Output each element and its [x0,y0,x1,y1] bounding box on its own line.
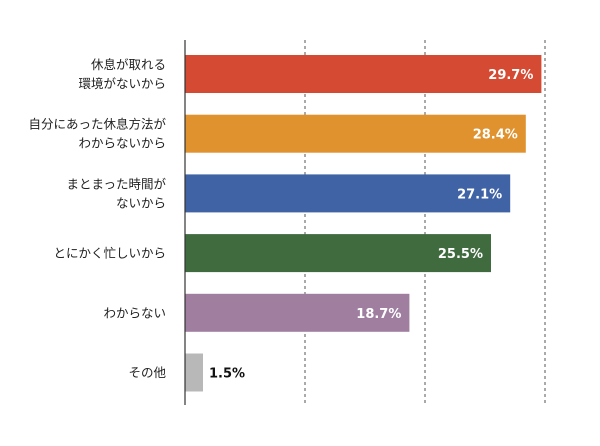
bar-5 [185,353,203,392]
category-label-3: とにかく忙しいから [53,246,166,261]
bar-4 [185,293,410,332]
data-label-2: 27.1% [457,187,502,202]
data-label-5: 1.5% [209,367,245,382]
data-label-3: 25.5% [438,247,483,262]
data-label-4: 18.7% [356,307,401,322]
category-label-1: 自分にあった休息方法が [28,117,166,132]
bar-0 [185,55,542,93]
bar-2 [185,174,511,213]
data-label-1: 28.4% [473,128,518,143]
bar-1 [185,114,526,153]
bar-3 [185,234,491,273]
category-label-2: まとまった時間が [66,176,166,191]
category-label-2: ないから [116,195,166,210]
category-label-0: 休息が取れる [91,57,166,72]
category-label-0: 環境がないから [78,76,166,91]
data-label-0: 29.7% [488,68,533,83]
category-label-4: わからない [103,305,166,320]
category-label-5: その他 [128,365,166,380]
category-label-1: わからないから [78,136,166,151]
